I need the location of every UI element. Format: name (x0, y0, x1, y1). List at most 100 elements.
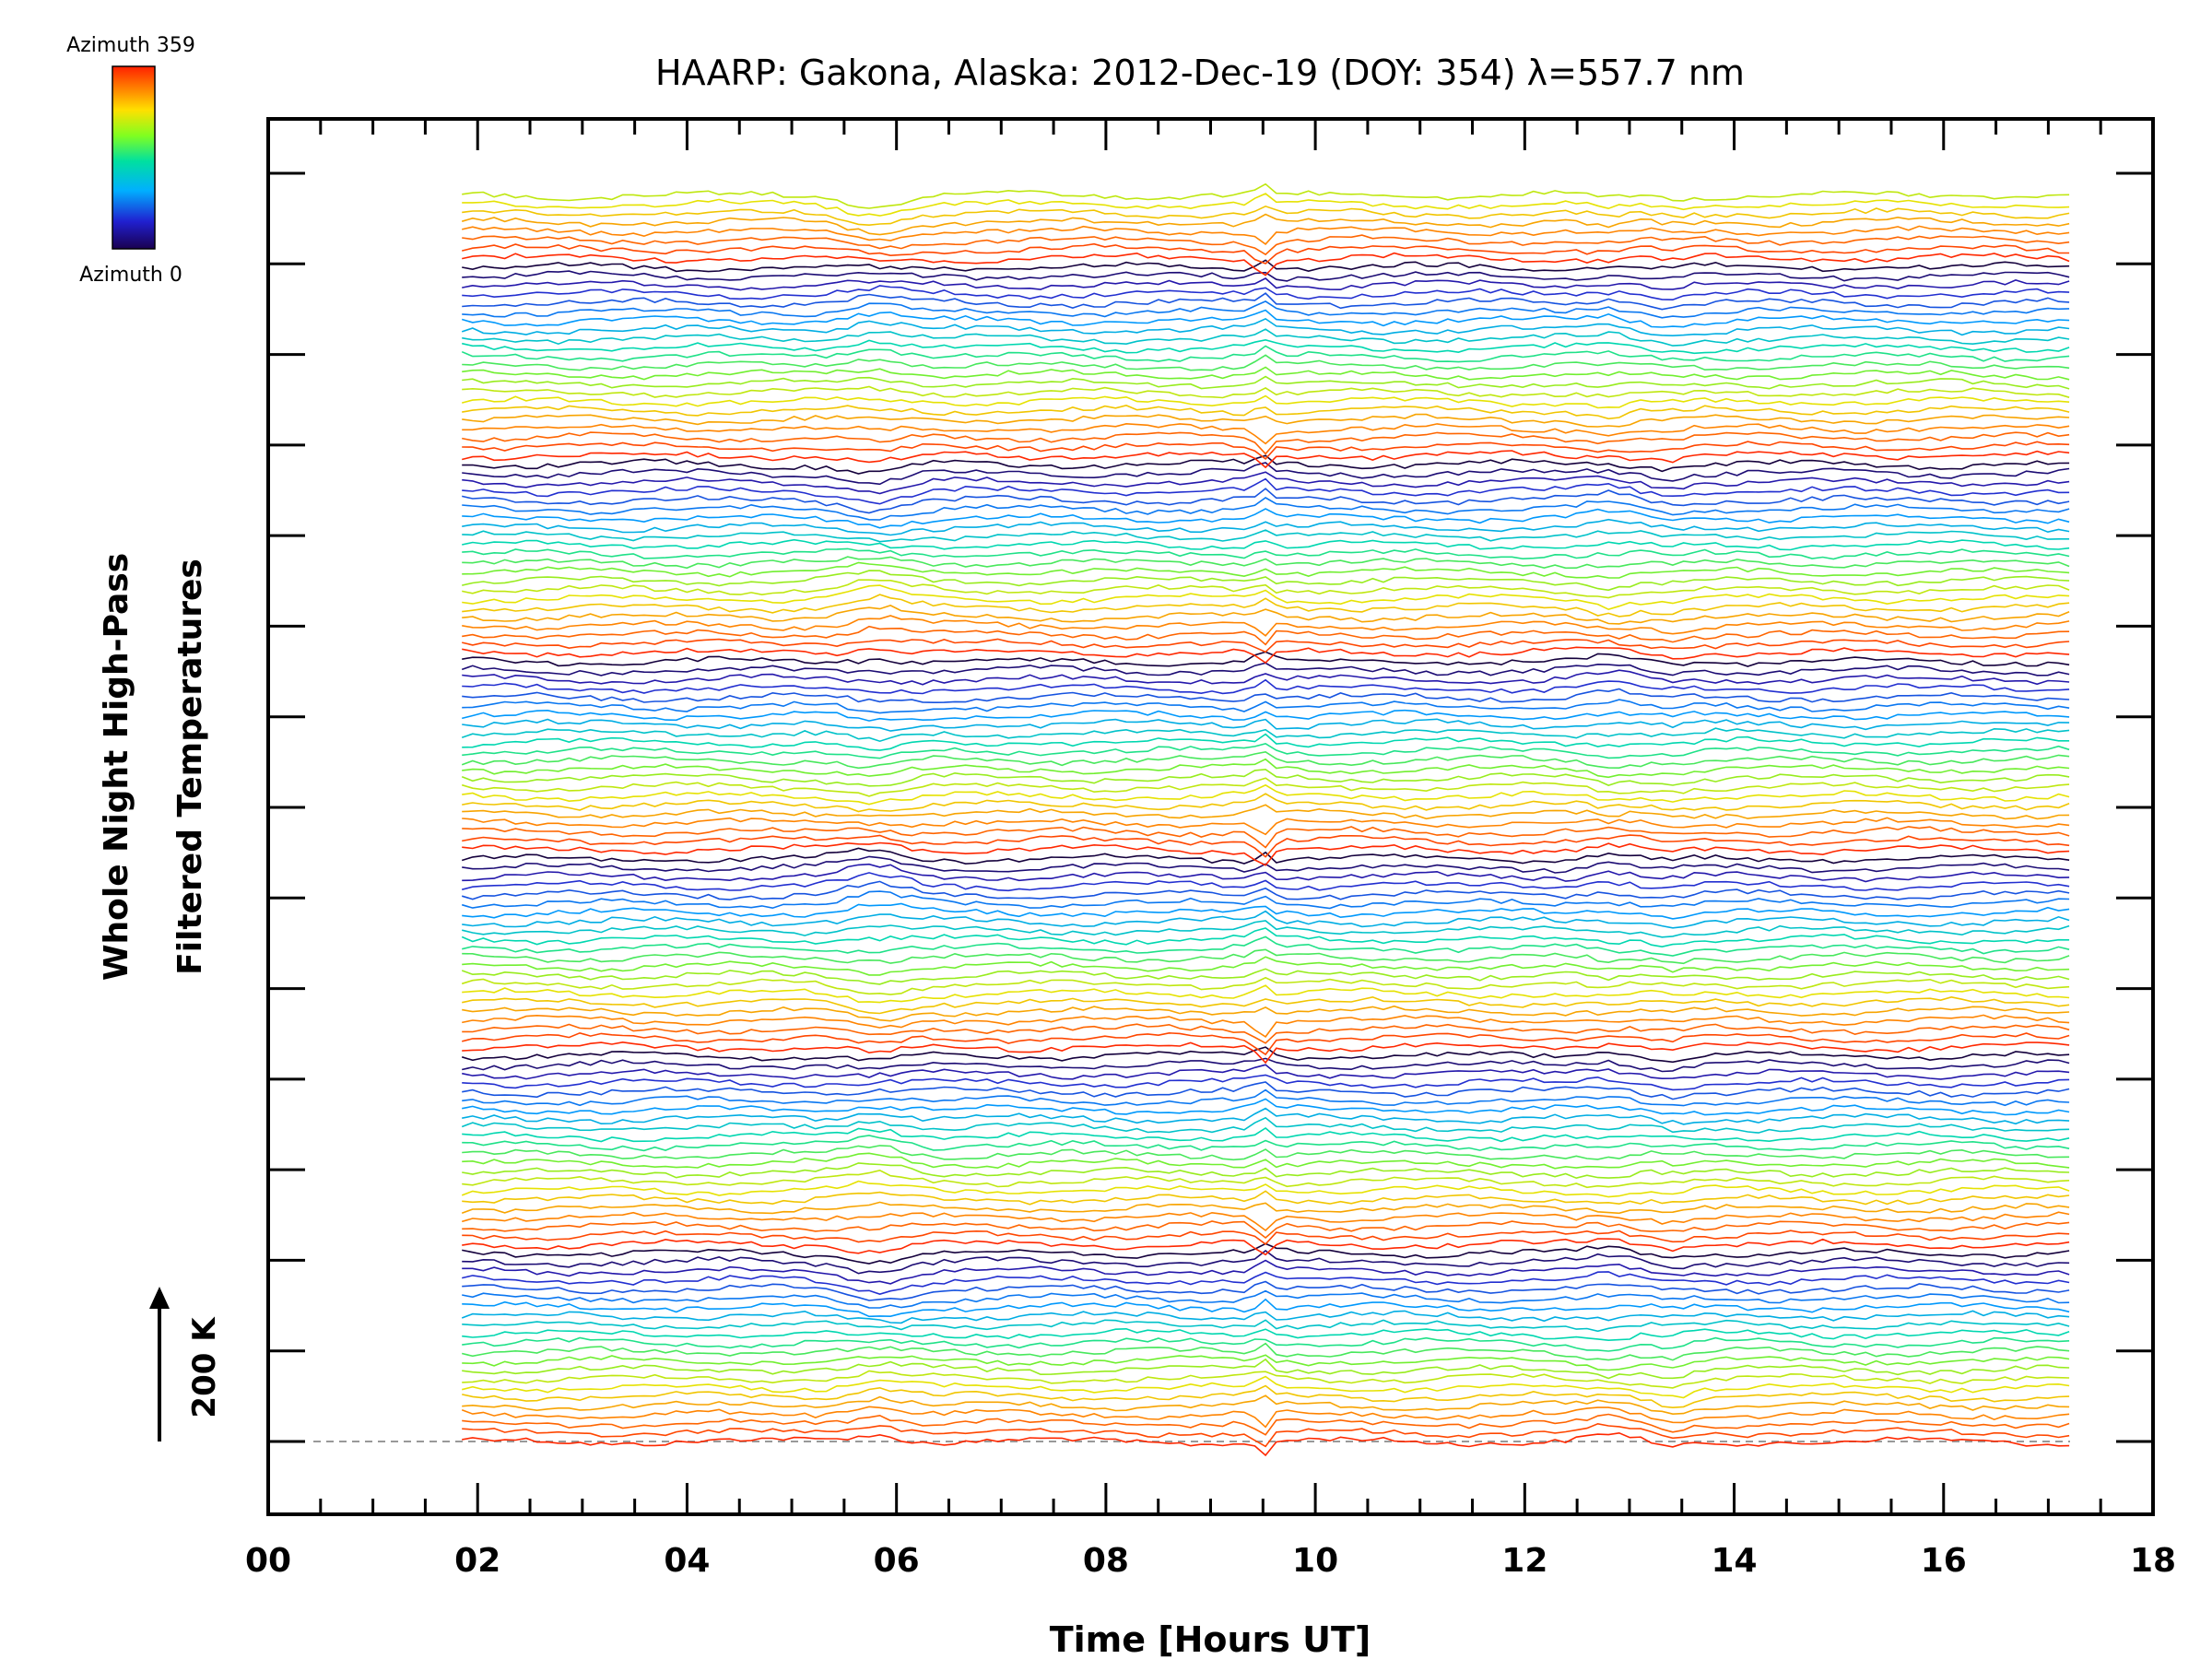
temperature-trace (462, 1162, 2070, 1180)
temperature-trace (461, 976, 2070, 995)
temperature-trace (462, 1342, 2070, 1361)
x-tick-label: 14 (1712, 1542, 1758, 1580)
temperature-trace (462, 292, 2070, 311)
temperature-trace (462, 1074, 2070, 1091)
temperature-trace (462, 579, 2070, 599)
temperature-trace (462, 431, 2070, 455)
temperature-trace (461, 1116, 2070, 1134)
temperature-trace (462, 615, 2070, 637)
temperature-trace (462, 508, 2070, 529)
temperature-trace (462, 556, 2070, 570)
x-tick-label: 02 (454, 1542, 500, 1580)
temperature-trace (462, 688, 2070, 704)
temperature-trace (462, 1336, 2070, 1352)
temperature-trace (462, 529, 2070, 543)
temperature-trace (462, 678, 2070, 695)
colorbar-top-label: Azimuth 359 (66, 34, 195, 57)
temperature-trace (462, 1238, 2070, 1256)
temperature-trace (462, 920, 2070, 938)
temperature-trace (462, 405, 2070, 420)
temperature-trace (462, 338, 2070, 355)
temperature-trace (462, 561, 2070, 579)
temperature-trace (462, 1280, 2070, 1301)
temperature-trace (462, 910, 2070, 929)
temperature-trace (462, 984, 2070, 1004)
temperature-trace (462, 995, 2070, 1015)
x-tick-label: 16 (1921, 1542, 1967, 1580)
temperature-trace (462, 518, 2070, 536)
temperature-series (461, 182, 2070, 1457)
temperature-trace (461, 345, 2070, 363)
temperature-trace (462, 1014, 2070, 1038)
temperature-trace (462, 225, 2070, 245)
x-axis-label: Time [Hours UT] (1050, 1619, 1371, 1659)
temperature-trace (462, 1289, 2070, 1309)
temperature-trace (461, 750, 2070, 770)
temperature-trace (462, 1145, 2070, 1161)
x-tick-label: 10 (1292, 1542, 1338, 1580)
azimuth-colorbar: Azimuth 359 Azimuth 0 (66, 34, 195, 287)
chart-title: HAARP: Gakona, Alaska: 2012-Dec-19 (DOY:… (655, 53, 1745, 93)
temperature-trace (462, 783, 2070, 806)
temperature-trace (462, 834, 2070, 858)
temperature-trace (462, 594, 2070, 618)
temperature-trace (462, 1127, 2070, 1143)
temperature-trace (462, 758, 2070, 779)
temperature-trace (462, 1088, 2070, 1107)
x-tick-label: 06 (874, 1542, 920, 1580)
temperature-trace (462, 471, 2070, 495)
temperature-trace (462, 1064, 2070, 1080)
temperature-trace (462, 1422, 2070, 1448)
temperature-trace (461, 847, 2070, 865)
temperature-trace (462, 1220, 2070, 1240)
temperature-trace (462, 742, 2070, 759)
temperature-trace (462, 1354, 2070, 1371)
temperature-trace (462, 242, 2070, 265)
temperature-trace (462, 1152, 2070, 1170)
temperature-trace (462, 300, 2070, 319)
temperature-trace (462, 277, 2070, 291)
temperature-trace (461, 727, 2070, 743)
temperature-trace (462, 956, 2070, 976)
temperature-trace (462, 817, 2070, 836)
temperature-trace (462, 205, 2070, 227)
scale-bar: 200 K (149, 1287, 223, 1441)
temperature-trace (462, 441, 2070, 460)
axis-ticks (266, 119, 2155, 1514)
temperature-trace (462, 193, 2070, 217)
temperature-trace (462, 948, 2070, 965)
temperature-trace (462, 450, 2070, 469)
temperature-trace (462, 234, 2070, 256)
temperature-trace (461, 880, 2070, 900)
temperature-trace (462, 462, 2070, 486)
temperature-trace (462, 709, 2070, 722)
temperature-trace (462, 538, 2070, 551)
temperature-trace (462, 354, 2070, 371)
temperature-trace (462, 902, 2070, 920)
temperature-trace (462, 259, 2070, 273)
x-tick-label: 00 (245, 1542, 291, 1580)
temperature-trace (462, 841, 2070, 866)
temperature-trace (461, 777, 2070, 797)
temperature-trace (462, 1319, 2070, 1333)
temperature-trace (462, 270, 2070, 282)
temperature-trace (462, 804, 2070, 820)
temperature-trace (461, 1031, 2070, 1056)
temperature-trace (462, 733, 2070, 751)
temperature-trace (462, 699, 2070, 714)
temperature-trace (462, 1230, 2070, 1245)
temperature-trace (461, 309, 2070, 328)
temperature-trace (462, 625, 2070, 646)
temperature-trace (461, 890, 2070, 910)
temperature-trace (462, 366, 2070, 381)
temperature-trace (462, 1135, 2070, 1152)
temperature-trace (462, 375, 2070, 390)
temperature-trace (462, 477, 2070, 505)
temperature-trace (462, 1298, 2070, 1318)
temperature-trace (462, 413, 2070, 428)
colorbar-bottom-label: Azimuth 0 (79, 264, 182, 287)
scale-bar-label: 200 K (186, 1316, 223, 1418)
temperature-trace (462, 1081, 2070, 1100)
temperature-trace (462, 497, 2070, 521)
